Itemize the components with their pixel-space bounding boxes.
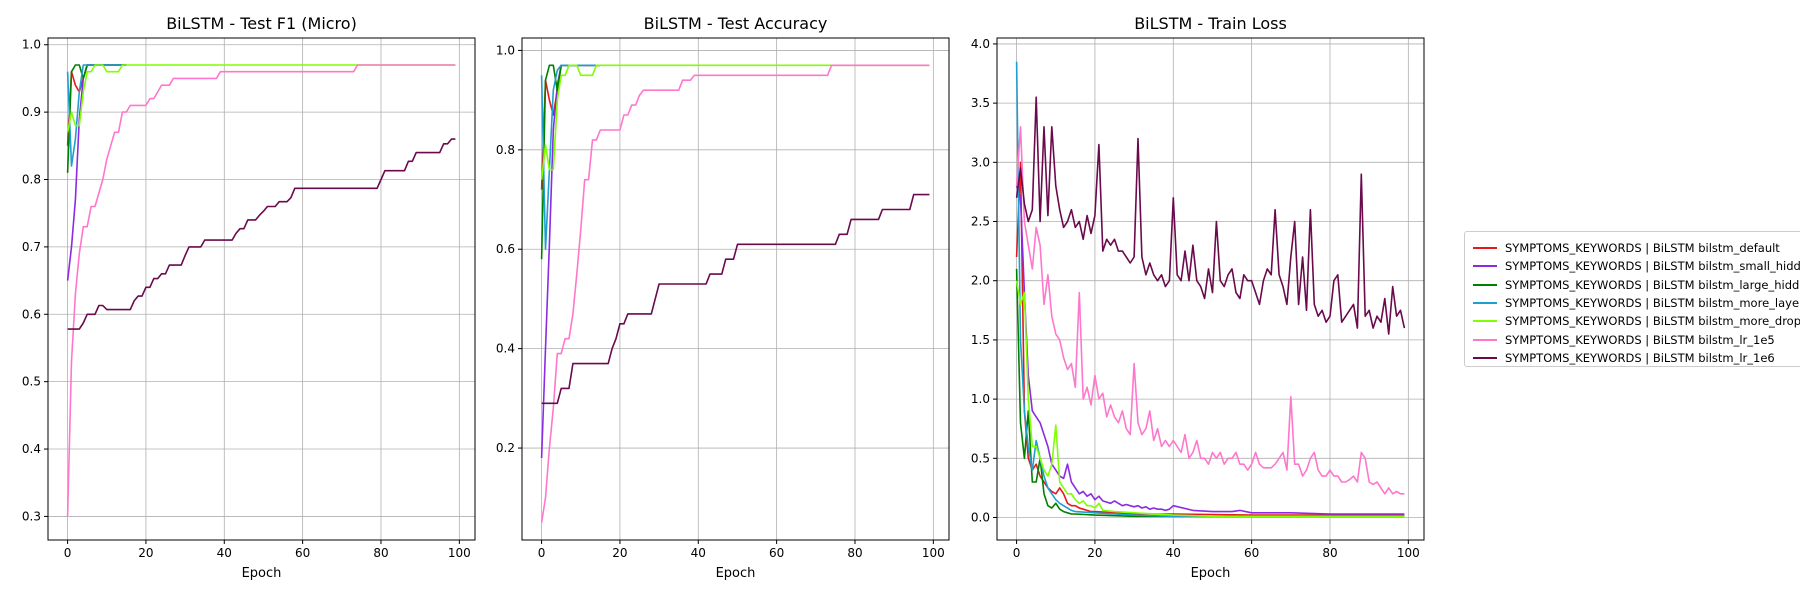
y-tick-label: 0.4 — [22, 442, 41, 456]
series-line-large_hidden — [1015, 268, 1405, 518]
y-tick-label: 0.9 — [22, 105, 41, 119]
series-line-more_layers — [66, 64, 127, 167]
legend-swatch — [1473, 265, 1497, 268]
x-tick-label: 100 — [1397, 546, 1420, 560]
y-tick-label: 0.4 — [496, 342, 515, 356]
legend-label: SYMPTOMS_KEYWORDS | BiLSTM bilstm_lr_1e6 — [1505, 350, 1775, 365]
x-tick-label: 80 — [847, 546, 862, 560]
y-tick-label: 1.5 — [971, 333, 990, 347]
series-line-more_dropout — [66, 64, 456, 133]
x-tick-label: 60 — [1244, 546, 1259, 560]
y-tick-label: 0.8 — [496, 143, 515, 157]
legend-label: SYMPTOMS_KEYWORDS | BiLSTM bilstm_large_… — [1505, 277, 1800, 292]
y-tick-label: 1.0 — [496, 43, 515, 57]
y-tick-label: 3.0 — [971, 155, 990, 169]
series-line-lr_1e6 — [1015, 96, 1406, 335]
series-line-lr_1e5 — [66, 64, 456, 517]
series-line-lr_1e5 — [1015, 126, 1405, 495]
y-tick-label: 0.7 — [22, 240, 41, 254]
x-axis-label: Epoch — [716, 566, 756, 581]
legend-label: SYMPTOMS_KEYWORDS | BiLSTM bilstm_more_d… — [1505, 314, 1800, 329]
legend-item-lr_1e6: SYMPTOMS_KEYWORDS | BiLSTM bilstm_lr_1e6 — [1473, 350, 1775, 366]
legend-swatch — [1473, 338, 1497, 341]
series-line-lr_1e6 — [67, 138, 456, 330]
y-tick-label: 0.2 — [496, 441, 515, 455]
y-tick-label: 2.0 — [971, 274, 990, 288]
x-tick-label: 100 — [448, 546, 471, 560]
y-tick-label: 1.0 — [22, 38, 41, 52]
x-tick-label: 60 — [769, 546, 784, 560]
series-line-small_hidden — [1015, 185, 1405, 515]
x-tick-label: 40 — [217, 546, 232, 560]
legend-item-more_dropout: SYMPTOMS_KEYWORDS | BiLSTM bilstm_more_d… — [1473, 313, 1800, 329]
y-tick-label: 0.6 — [496, 242, 515, 256]
x-axis-label: Epoch — [1191, 566, 1231, 581]
legend-label: SYMPTOMS_KEYWORDS | BiLSTM bilstm_defaul… — [1505, 241, 1780, 255]
x-tick-label: 0 — [538, 546, 546, 560]
chart-title: BiLSTM - Train Loss — [1134, 14, 1287, 33]
series-line-small_hidden — [540, 64, 601, 459]
series-line-more_dropout — [540, 64, 930, 180]
legend-swatch — [1473, 247, 1497, 249]
series-line-more_dropout — [1015, 280, 1405, 518]
legend-item-lr_1e5: SYMPTOMS_KEYWORDS | BiLSTM bilstm_lr_1e5 — [1473, 332, 1775, 348]
legend-item-large_hidden: SYMPTOMS_KEYWORDS | BiLSTM bilstm_large_… — [1473, 277, 1800, 293]
legend-item-default: SYMPTOMS_KEYWORDS | BiLSTM bilstm_defaul… — [1473, 240, 1780, 256]
x-tick-label: 0 — [1013, 546, 1021, 560]
axes-frame — [521, 37, 950, 541]
legend-swatch — [1473, 283, 1497, 286]
y-tick-label: 0.6 — [22, 307, 41, 321]
chart-title: BiLSTM - Test Accuracy — [644, 14, 828, 33]
legend-item-more_layers: SYMPTOMS_KEYWORDS | BiLSTM bilstm_more_l… — [1473, 295, 1800, 311]
legend-swatch — [1473, 301, 1497, 304]
chart-panel-2: 0 20 40 60 80 100 0.2 0.4 0.6 0.8 1.0 BiLSTM - Test… — [496, 14, 950, 581]
legend-swatch — [1473, 320, 1497, 323]
chart-panel-1: 0 20 40 60 80 100 0.3 0.4 0.5 0.6 0.7 0.8 0.9 1.0 BiLS… — [22, 14, 476, 581]
legend-swatch — [1473, 356, 1497, 359]
series-line-small_hidden — [66, 64, 127, 281]
y-tick-label: 0.0 — [971, 511, 990, 525]
x-tick-label: 60 — [295, 546, 310, 560]
x-axis-label: Epoch — [242, 566, 282, 581]
axes-frame — [47, 37, 476, 541]
x-tick-label: 80 — [1322, 546, 1337, 560]
x-tick-label: 40 — [1166, 546, 1181, 560]
y-tick-label: 0.5 — [22, 375, 41, 389]
legend-item-small_hidden: SYMPTOMS_KEYWORDS | BiLSTM bilstm_small_… — [1473, 258, 1800, 274]
x-tick-label: 40 — [691, 546, 706, 560]
series-line-lr_1e6 — [541, 193, 930, 405]
x-tick-label: 100 — [922, 546, 945, 560]
legend: SYMPTOMS_KEYWORDS | BiLSTM bilstm_defaul… — [1464, 231, 1800, 367]
x-tick-label: 20 — [612, 546, 627, 560]
y-tick-label: 0.5 — [971, 451, 990, 465]
x-tick-label: 20 — [1087, 546, 1102, 560]
chart-title: BiLSTM - Test F1 (Micro) — [166, 14, 357, 33]
y-tick-label: 4.0 — [971, 37, 990, 51]
axes-frame — [996, 37, 1425, 541]
y-tick-label: 2.5 — [971, 215, 990, 229]
series-line-default — [1015, 161, 1405, 516]
y-tick-label: 1.0 — [971, 392, 990, 406]
legend-label: SYMPTOMS_KEYWORDS | BiLSTM bilstm_lr_1e5 — [1505, 332, 1775, 347]
series-line-lr_1e5 — [540, 64, 930, 523]
x-tick-label: 0 — [64, 546, 72, 560]
chart-panel-3: 0 20 40 60 80 100 0.0 0.5 1.0 1.5 2.0 2.5 3.0 3.5 4.0 B… — [971, 14, 1425, 581]
series-line-more_layers — [1015, 61, 1405, 518]
legend-label: SYMPTOMS_KEYWORDS | BiLSTM bilstm_more_l… — [1505, 295, 1800, 310]
x-tick-label: 20 — [138, 546, 153, 560]
legend-label: SYMPTOMS_KEYWORDS | BiLSTM bilstm_small_… — [1505, 259, 1800, 274]
y-tick-label: 0.3 — [22, 509, 41, 523]
y-tick-label: 3.5 — [971, 96, 990, 110]
x-tick-label: 80 — [373, 546, 388, 560]
series-line-default — [540, 64, 601, 190]
y-tick-label: 0.8 — [22, 173, 41, 187]
